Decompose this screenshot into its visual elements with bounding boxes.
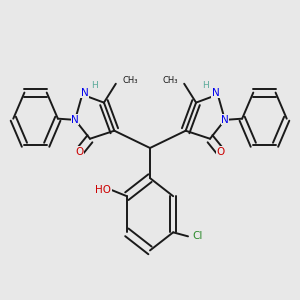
Text: N: N [71,115,79,125]
Text: Cl: Cl [193,231,203,242]
Text: O: O [75,147,83,157]
Text: H: H [202,81,209,90]
Text: CH₃: CH₃ [122,76,138,85]
Text: HO: HO [95,185,111,195]
Text: O: O [217,147,225,157]
Text: N: N [221,115,229,125]
Text: CH₃: CH₃ [162,76,178,85]
Text: H: H [91,81,98,90]
Text: N: N [212,88,219,98]
Text: N: N [81,88,88,98]
